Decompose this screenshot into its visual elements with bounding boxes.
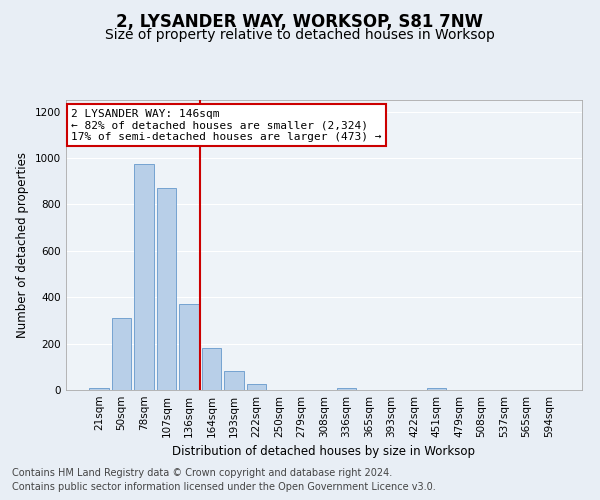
Text: Size of property relative to detached houses in Worksop: Size of property relative to detached ho… [105,28,495,42]
Bar [337,388,356,390]
X-axis label: Distribution of detached houses by size in Worksop: Distribution of detached houses by size … [173,446,476,458]
Bar [112,318,131,390]
Text: 2 LYSANDER WAY: 146sqm
← 82% of detached houses are smaller (2,324)
17% of semi-: 2 LYSANDER WAY: 146sqm ← 82% of detached… [71,108,382,142]
Bar [247,384,266,390]
Y-axis label: Number of detached properties: Number of detached properties [16,152,29,338]
Bar [134,164,154,390]
Bar [89,388,109,390]
Text: 2, LYSANDER WAY, WORKSOP, S81 7NW: 2, LYSANDER WAY, WORKSOP, S81 7NW [116,12,484,30]
Bar [179,304,199,390]
Bar [157,188,176,390]
Text: Contains HM Land Registry data © Crown copyright and database right 2024.: Contains HM Land Registry data © Crown c… [12,468,392,477]
Bar [427,388,446,390]
Bar [202,348,221,390]
Bar [224,372,244,390]
Text: Contains public sector information licensed under the Open Government Licence v3: Contains public sector information licen… [12,482,436,492]
